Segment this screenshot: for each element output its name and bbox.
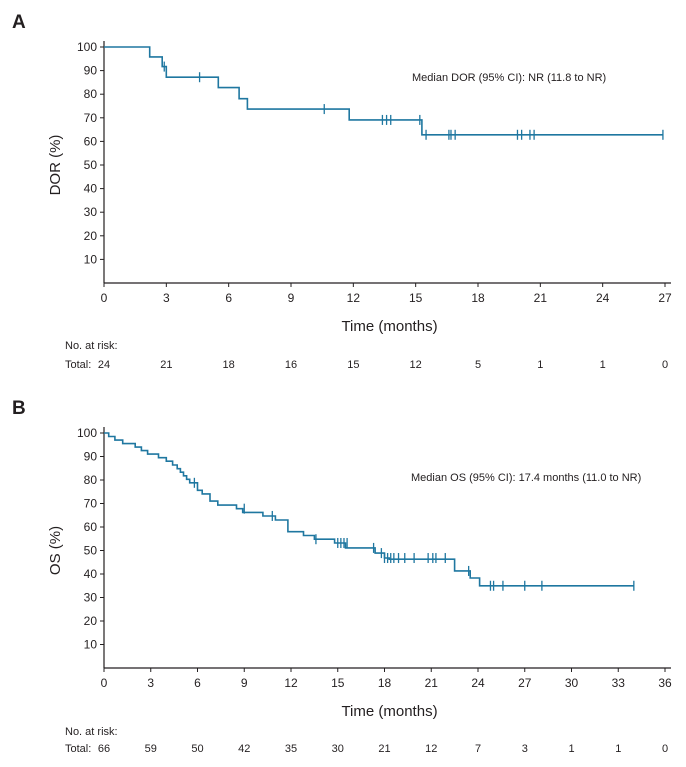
panel-b-risk-row-label: Total: [65,743,91,755]
panel-b-risk-value: 30 [332,743,344,755]
panel-a-x-tick-label: 6 [225,291,232,305]
panel-a-risk-value: 5 [475,359,481,371]
panel-b-y-tick-label: 20 [84,614,98,628]
panel-a-x-tick-label: 18 [471,291,485,305]
panel-a-risk-value: 1 [537,359,543,371]
panel-b-x-tick-label: 12 [284,676,298,690]
panel-b-x-tick-label: 24 [471,676,485,690]
panel-a-risk-value: 0 [662,359,668,371]
panel-a-x-axis-label: Time (months) [341,318,437,335]
panel-a-x-tick-label: 12 [347,291,361,305]
panel-b-risk-value: 59 [145,743,157,755]
panel-a-y-tick-label: 70 [84,111,98,125]
panel-b-median-annotation: Median OS (95% CI): 17.4 months (11.0 to… [411,472,641,484]
panel-a-risk-header: No. at risk: [65,340,118,352]
panel-b-y-tick-label: 80 [84,473,98,487]
panel-a-y-tick-label: 80 [84,87,98,101]
panel-b-y-axis-label: OS (%) [47,526,64,575]
panel-a-risk-value: 16 [285,359,297,371]
panel-a-x-tick-label: 24 [596,291,610,305]
panel-b-risk-value: 7 [475,743,481,755]
panel-a-y-tick-label: 100 [77,40,97,54]
panel-a-y-tick-label: 60 [84,134,98,148]
panel-a-x-tick-label: 0 [101,291,108,305]
panel-b-risk-value: 3 [522,743,528,755]
panel-a-risk-value: 21 [160,359,172,371]
panel-a-y-tick-label: 20 [84,229,98,243]
panel-a-risk-row-label: Total: [65,359,91,371]
panel-b-x-tick-label: 36 [658,676,672,690]
panel-b-risk-value: 42 [238,743,250,755]
panel-a-x-tick-label: 15 [409,291,423,305]
panel-b-y-tick-label: 50 [84,544,98,558]
panel-b-risk-value: 0 [662,743,668,755]
panel-b-x-tick-label: 0 [101,676,108,690]
panel-a-x-tick-label: 3 [163,291,170,305]
panel-a-risk-value: 18 [223,359,235,371]
panel-b-x-tick-label: 6 [194,676,201,690]
panel-b-y-tick-label: 40 [84,567,98,581]
panel-b-x-tick-label: 3 [147,676,154,690]
panel-b-risk-value: 35 [285,743,297,755]
panel-a-risk-value: 24 [98,359,110,371]
panel-a-median-annotation: Median DOR (95% CI): NR (11.8 to NR) [412,72,606,84]
panel-a-y-tick-label: 30 [84,205,98,219]
panel-a-x-tick-label: 21 [534,291,548,305]
panel-a-x-tick-label: 9 [288,291,295,305]
panel-a-letter: A [12,12,26,33]
panel-a-risk-value: 12 [410,359,422,371]
panel-b-risk-header: No. at risk: [65,726,118,738]
panel-b-series-os-line [104,432,634,587]
panel-b-y-tick-label: 30 [84,591,98,605]
panel-b-x-tick-label: 27 [518,676,532,690]
panel-b-x-axis-label: Time (months) [341,703,437,720]
panel-b-risk-value: 1 [568,743,574,755]
panel-b-letter: B [12,398,26,419]
panel-b-x-tick-label: 15 [331,676,345,690]
panel-b-risk-value: 12 [425,743,437,755]
panel-b-y-tick-label: 100 [77,426,97,440]
panel-a-x-tick-label: 27 [658,291,672,305]
panel-a-series-dor-line [104,46,663,136]
panel-a-y-tick-label: 10 [84,252,98,266]
panel-b-y-tick-label: 70 [84,497,98,511]
panel-a-y-tick-label: 90 [84,64,98,78]
panel-b-x-tick-label: 18 [378,676,392,690]
panel-b-x-tick-label: 30 [565,676,579,690]
panel-a-y-tick-label: 40 [84,182,98,196]
panel-b-x-tick-label: 33 [612,676,626,690]
panel-b-risk-value: 21 [378,743,390,755]
panel-b-risk-value: 1 [615,743,621,755]
panel-a-risk-value: 1 [600,359,606,371]
panel-b-x-tick-label: 9 [241,676,248,690]
panel-b-y-tick-label: 10 [84,638,98,652]
panel-a-y-tick-label: 50 [84,158,98,172]
panel-b-y-tick-label: 90 [84,450,98,464]
panel-a-risk-value: 15 [347,359,359,371]
panel-b-risk-value: 66 [98,743,110,755]
panel-b-y-tick-label: 60 [84,520,98,534]
panel-b-risk-value: 50 [191,743,203,755]
panel-a-y-axis-label: DOR (%) [47,135,64,196]
panel-b-x-tick-label: 21 [425,676,439,690]
